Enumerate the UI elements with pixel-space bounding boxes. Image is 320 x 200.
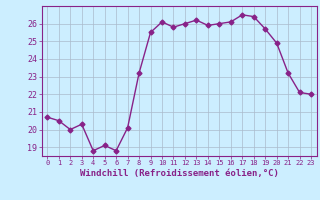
X-axis label: Windchill (Refroidissement éolien,°C): Windchill (Refroidissement éolien,°C) <box>80 169 279 178</box>
